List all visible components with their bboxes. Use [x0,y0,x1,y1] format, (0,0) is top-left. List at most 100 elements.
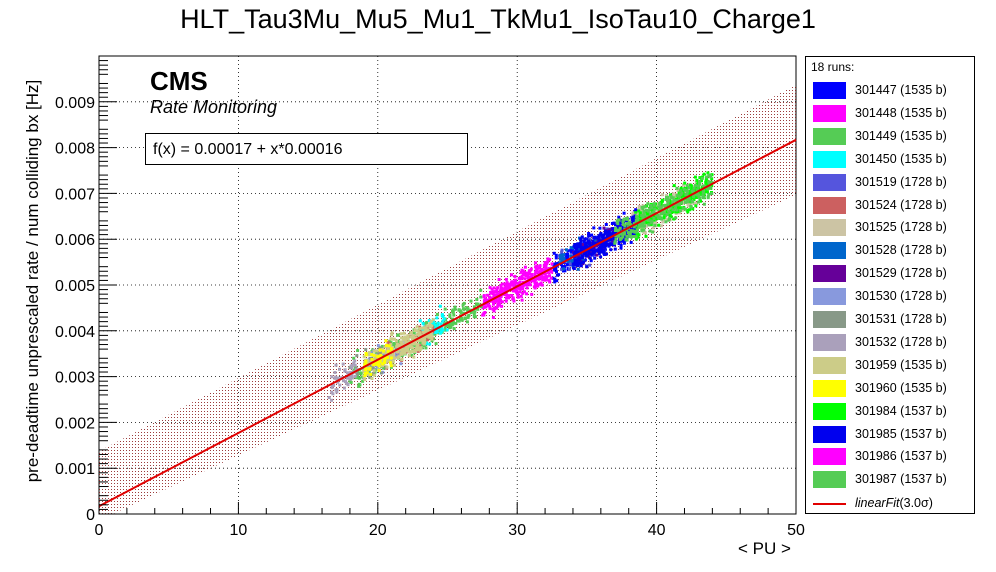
data-point [534,261,538,265]
data-point [521,291,525,295]
data-point [365,371,369,375]
data-point [412,355,416,359]
data-point [706,194,710,198]
data-point [707,174,711,177]
data-point [575,243,579,247]
data-point [705,183,709,186]
data-point [697,195,701,199]
legend-label: 301532 (1728 b) [855,334,947,349]
data-point [612,221,616,225]
data-point [574,263,578,267]
data-point [688,189,692,193]
data-point [495,288,499,292]
data-point [625,234,629,238]
data-point [698,182,701,186]
data-point [469,299,473,303]
data-point [566,249,570,253]
x-tick-label-2: 20 [369,522,387,539]
data-point [691,200,694,204]
data-point [449,321,452,325]
data-point [378,348,382,352]
data-point [424,322,428,325]
data-point [466,309,470,313]
data-point [672,198,676,202]
data-point [484,305,488,309]
data-point [548,258,552,262]
data-point [669,195,673,199]
legend-item-301519: 301519 (1728 b) [813,173,973,191]
legend-label: 301984 (1537 b) [855,403,947,418]
data-point [453,305,457,309]
data-point [389,347,393,351]
data-point [433,329,437,333]
data-point [510,273,513,277]
data-point [646,212,650,216]
data-point [705,190,709,194]
data-point [647,223,651,227]
data-point [696,193,699,197]
data-point [561,256,564,260]
data-point [523,265,527,269]
data-point [386,349,390,353]
data-point [369,372,373,376]
data-point [395,350,399,354]
data-point [353,363,357,367]
data-point [638,213,642,217]
data-point [389,343,393,346]
data-point [418,344,422,348]
data-point [402,343,406,347]
data-point [419,346,423,350]
data-point [640,224,644,228]
data-point [427,319,431,323]
data-point [679,209,682,213]
data-point [462,307,466,311]
data-point [357,376,361,380]
data-point [587,255,591,259]
data-point [653,223,657,227]
data-point [568,268,571,271]
data-point [424,346,428,350]
data-point [449,325,453,329]
data-point [672,184,676,188]
data-point [600,245,604,249]
data-point [696,184,700,188]
data-point [378,360,382,364]
data-point [525,271,529,275]
data-point [580,243,584,246]
data-point [625,238,629,242]
data-point [678,189,682,193]
data-point [692,198,696,202]
data-point [660,193,664,197]
legend-swatch [813,333,846,351]
legend-item-301449: 301449 (1535 b) [813,127,973,145]
legend-fit-label: linearFit(3.0σ) [855,496,933,510]
legend-label: 301519 (1728 b) [855,174,947,189]
data-point [366,367,370,371]
legend-fit-swatch [813,503,846,505]
data-point [562,267,566,271]
data-point [409,331,413,335]
data-point [666,195,670,199]
data-point [498,298,502,302]
data-point [613,240,617,244]
legend-item-301447: 301447 (1535 b) [813,81,973,99]
data-point [702,202,706,206]
data-point [646,209,650,213]
data-point [419,333,423,337]
data-point [331,392,335,396]
data-point [710,173,714,177]
data-point [366,359,370,362]
data-point [626,231,630,235]
data-point [695,186,698,190]
data-point [413,340,417,344]
data-point [704,187,708,191]
data-point [634,237,638,241]
data-point [558,261,562,265]
data-point [445,323,448,327]
data-point [357,384,361,388]
data-point [519,294,523,298]
data-point [602,245,606,249]
data-point [386,347,390,351]
data-point [390,331,394,335]
